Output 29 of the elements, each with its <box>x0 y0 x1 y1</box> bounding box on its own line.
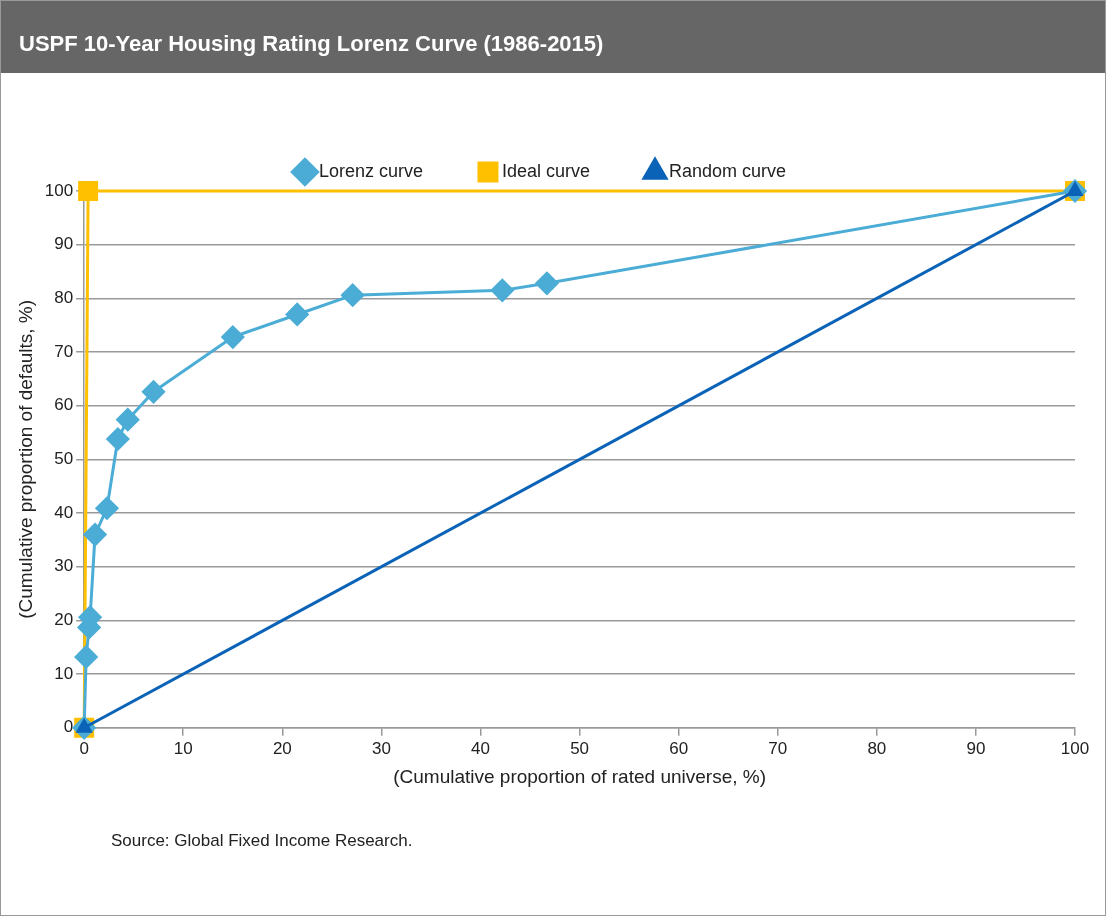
x-tick-label: 0 <box>79 738 89 758</box>
x-tick-label: 10 <box>173 738 193 758</box>
y-tick-label: 80 <box>54 288 74 308</box>
y-tick-label: 10 <box>54 663 74 683</box>
source-note: Source: Global Fixed Income Research. <box>111 831 413 851</box>
legend-label: Lorenz curve <box>318 160 423 181</box>
x-tick-label: 30 <box>371 738 391 758</box>
x-axis-title: (Cumulative proportion of rated universe, %) <box>393 765 766 787</box>
x-tick-label: 70 <box>768 738 788 758</box>
y-tick-label: 100 <box>44 180 74 200</box>
legend-label: Ideal curve <box>501 160 591 181</box>
x-tick-label: 20 <box>272 738 292 758</box>
x-tick-label: 80 <box>867 738 887 758</box>
y-axis-title: (Cumulative proportion of defaults, %) <box>14 299 36 619</box>
y-tick-label: 0 <box>63 717 74 737</box>
x-tick-label: 100 <box>1060 738 1090 758</box>
legend-label: Random curve <box>669 160 787 181</box>
y-tick-label: 50 <box>54 449 74 469</box>
y-tick-label: 40 <box>54 502 74 522</box>
x-tick-label: 90 <box>966 738 986 758</box>
x-tick-label: 50 <box>570 738 590 758</box>
x-tick-label: 40 <box>471 738 490 758</box>
y-tick-label: 20 <box>54 610 74 630</box>
x-tick-label: 60 <box>669 738 689 758</box>
y-tick-label: 90 <box>54 234 74 254</box>
y-tick-label: 60 <box>54 395 74 415</box>
y-tick-label: 70 <box>54 341 74 361</box>
chart-title: USPF 10-Year Housing Rating Lorenz Curve (1986-2015) <box>1 1 1105 73</box>
y-tick-label: 30 <box>54 556 74 576</box>
